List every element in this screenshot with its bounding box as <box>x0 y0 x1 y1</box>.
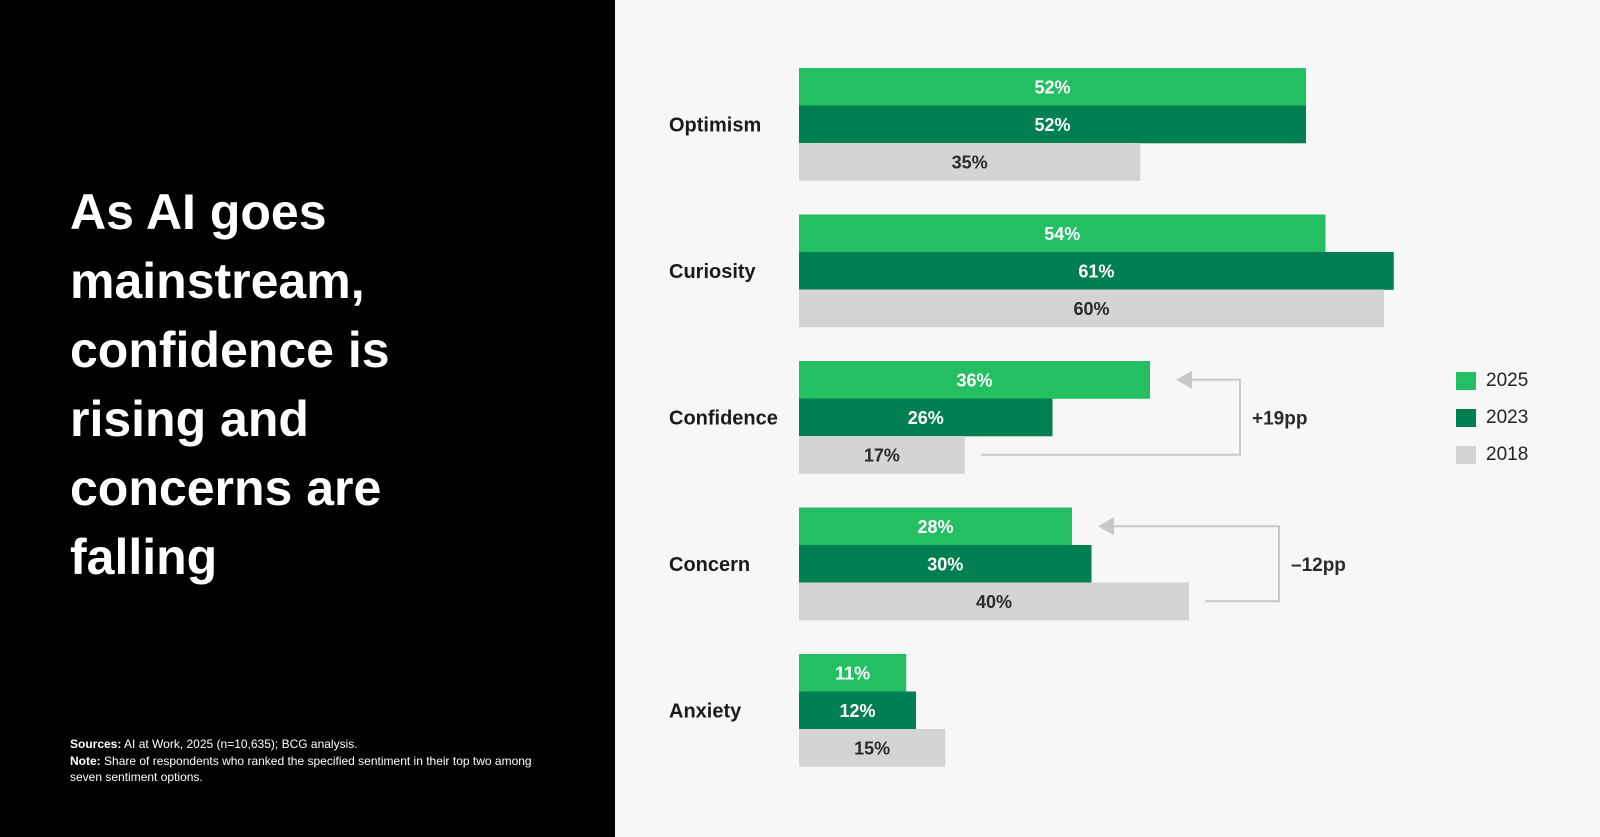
change-bracket-concern <box>1112 525 1280 603</box>
bar-concern-2018 <box>799 582 1189 621</box>
data-label-optimism-2023: 52% <box>1034 115 1070 135</box>
legend-label-2025: 2025 <box>1486 369 1529 391</box>
data-label-curiosity-2023: 61% <box>1078 261 1114 281</box>
change-label-concern: –12pp <box>1291 555 1346 576</box>
sources-text: AI at Work, 2025 (n=10,635); BCG analysi… <box>124 737 358 751</box>
bar-anxiety-2023 <box>799 691 916 730</box>
chart-legend: 2025 2023 2018 <box>1456 362 1528 473</box>
sources-line: Sources: AI at Work, 2025 (n=10,635); BC… <box>70 736 550 753</box>
bar-concern-2025 <box>799 507 1072 546</box>
bar-optimism-2025 <box>799 68 1306 106</box>
footnote: Sources: AI at Work, 2025 (n=10,635); BC… <box>70 736 550 786</box>
legend-swatch-2023 <box>1456 408 1476 427</box>
bar-confidence-2018 <box>799 436 965 474</box>
data-label-curiosity-2018: 60% <box>1073 299 1109 319</box>
bar-anxiety-2025 <box>799 654 907 692</box>
bar-optimism-2023 <box>799 105 1306 144</box>
legend-label-2023: 2023 <box>1486 406 1529 428</box>
change-bracket-confidence <box>980 378 1241 456</box>
note-text: Share of respondents who ranked the spec… <box>70 753 532 785</box>
legend-item-2018: 2018 <box>1456 436 1528 473</box>
data-label-concern-2023: 30% <box>927 554 963 574</box>
legend-label-2018: 2018 <box>1486 443 1529 465</box>
note-line: Note: Share of respondents who ranked th… <box>70 753 550 786</box>
headline: As AI goes mainstream, confidence is ris… <box>70 184 390 585</box>
data-label-optimism-2025: 52% <box>1034 77 1070 97</box>
headline-panel: As AI goes mainstream, confidence is ris… <box>0 0 615 837</box>
data-label-anxiety-2018: 15% <box>854 738 890 758</box>
data-label-anxiety-2025: 11% <box>835 663 870 683</box>
bar-curiosity-2018 <box>799 289 1384 328</box>
legend-item-2025: 2025 <box>1456 362 1528 399</box>
data-label-confidence-2025: 36% <box>956 370 992 390</box>
category-label-optimism: Optimism <box>669 114 761 136</box>
category-label-confidence: Confidence <box>669 407 778 429</box>
bar-curiosity-2023 <box>799 252 1394 290</box>
legend-swatch-2025 <box>1456 371 1476 390</box>
sources-label: Sources: <box>70 737 122 751</box>
legend-item-2023: 2023 <box>1456 399 1528 436</box>
category-label-concern: Concern <box>669 554 750 576</box>
data-label-concern-2025: 28% <box>917 517 953 537</box>
data-label-confidence-2018: 17% <box>864 445 900 465</box>
note-label: Note: <box>70 753 101 768</box>
arrow-head-confidence <box>1176 370 1192 389</box>
bar-confidence-2025 <box>799 361 1150 399</box>
bar-confidence-2023 <box>799 398 1053 437</box>
bar-curiosity-2025 <box>799 214 1326 253</box>
data-label-concern-2018: 40% <box>976 592 1012 612</box>
data-label-curiosity-2025: 54% <box>1044 224 1080 244</box>
category-label-curiosity: Curiosity <box>669 261 757 283</box>
data-label-optimism-2018: 35% <box>952 152 988 172</box>
data-label-anxiety-2023: 12% <box>839 701 875 721</box>
arrow-head-concern <box>1098 517 1114 536</box>
legend-swatch-2018 <box>1456 445 1476 464</box>
change-label-confidence: +19pp <box>1252 408 1307 429</box>
sentiment-bar-chart: Optimism 52% 52% 35% Curiosity 54% 61% 60% Confi… <box>669 68 1394 767</box>
data-label-confidence-2023: 26% <box>908 408 944 428</box>
bar-optimism-2018 <box>799 143 1141 181</box>
category-label-anxiety: Anxiety <box>669 700 742 722</box>
bar-anxiety-2018 <box>799 729 946 767</box>
bar-concern-2023 <box>799 545 1092 583</box>
